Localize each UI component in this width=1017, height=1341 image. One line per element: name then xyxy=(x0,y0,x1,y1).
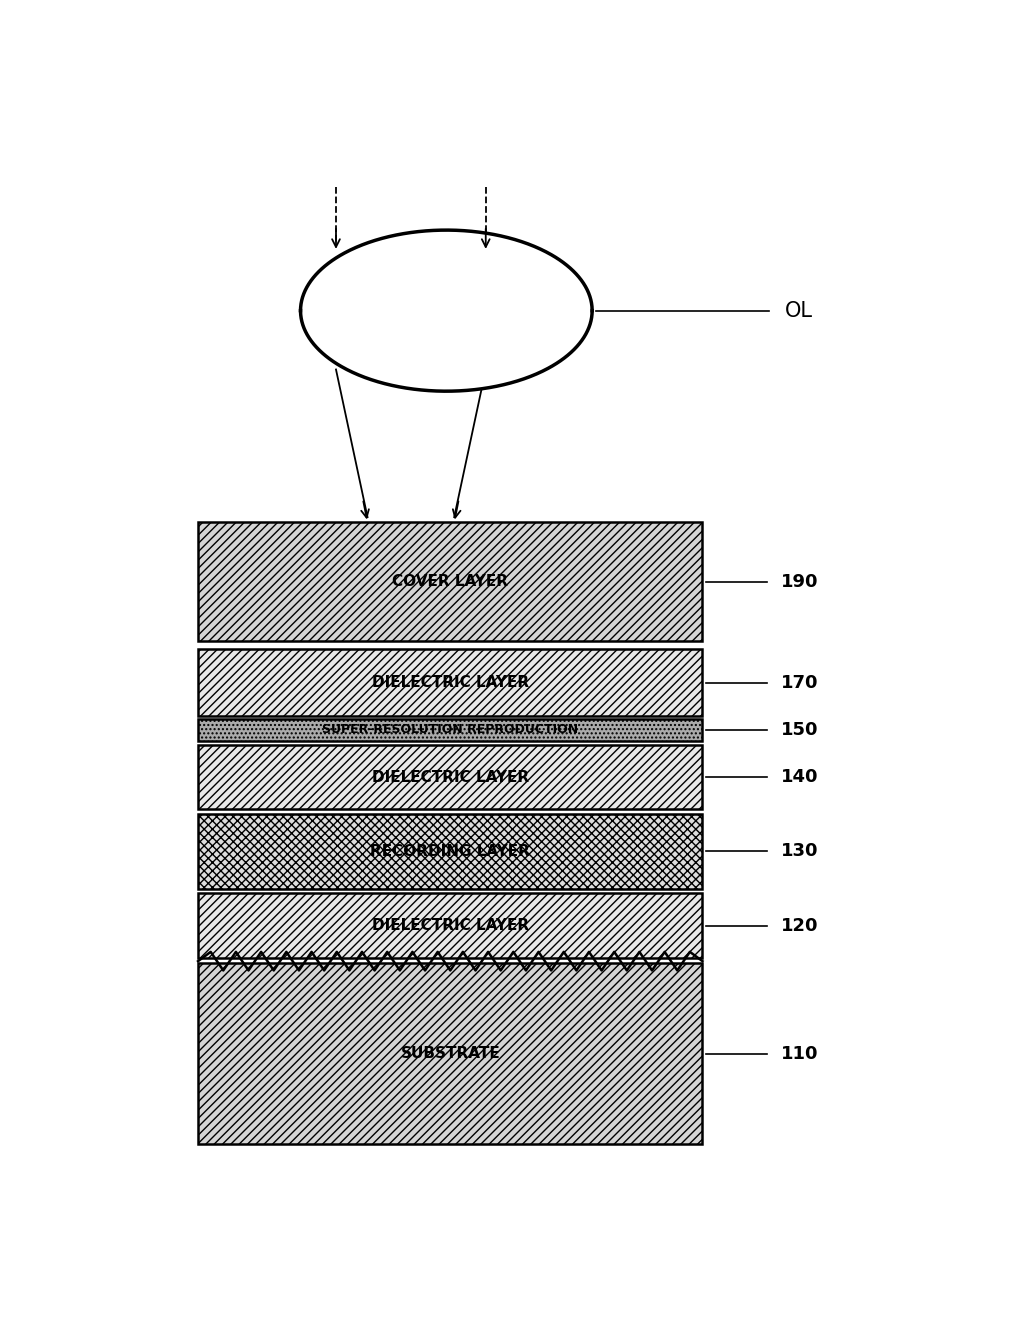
Polygon shape xyxy=(301,231,592,392)
Text: SUBSTRATE: SUBSTRATE xyxy=(401,1046,500,1061)
Text: DIELECTRIC LAYER: DIELECTRIC LAYER xyxy=(372,770,529,784)
Text: RECORDING LAYER: RECORDING LAYER xyxy=(370,843,530,858)
Text: 120: 120 xyxy=(781,916,819,935)
Text: 150: 150 xyxy=(781,721,819,739)
Text: OL: OL xyxy=(785,300,814,320)
Text: 190: 190 xyxy=(781,573,819,590)
Bar xyxy=(198,719,703,742)
Bar xyxy=(198,523,703,641)
Text: 130: 130 xyxy=(781,842,819,860)
Text: 110: 110 xyxy=(781,1045,819,1062)
Text: DIELECTRIC LAYER: DIELECTRIC LAYER xyxy=(372,919,529,933)
Bar xyxy=(198,963,703,1144)
Text: SUPER-RESOLUTION REPRODUCTION: SUPER-RESOLUTION REPRODUCTION xyxy=(322,723,579,736)
Bar xyxy=(198,893,703,957)
Bar xyxy=(198,649,703,716)
Text: COVER LAYER: COVER LAYER xyxy=(393,574,508,589)
Text: 140: 140 xyxy=(781,768,819,786)
Text: 170: 170 xyxy=(781,675,819,692)
Bar xyxy=(198,746,703,810)
Bar xyxy=(198,814,703,889)
Text: DIELECTRIC LAYER: DIELECTRIC LAYER xyxy=(372,676,529,691)
